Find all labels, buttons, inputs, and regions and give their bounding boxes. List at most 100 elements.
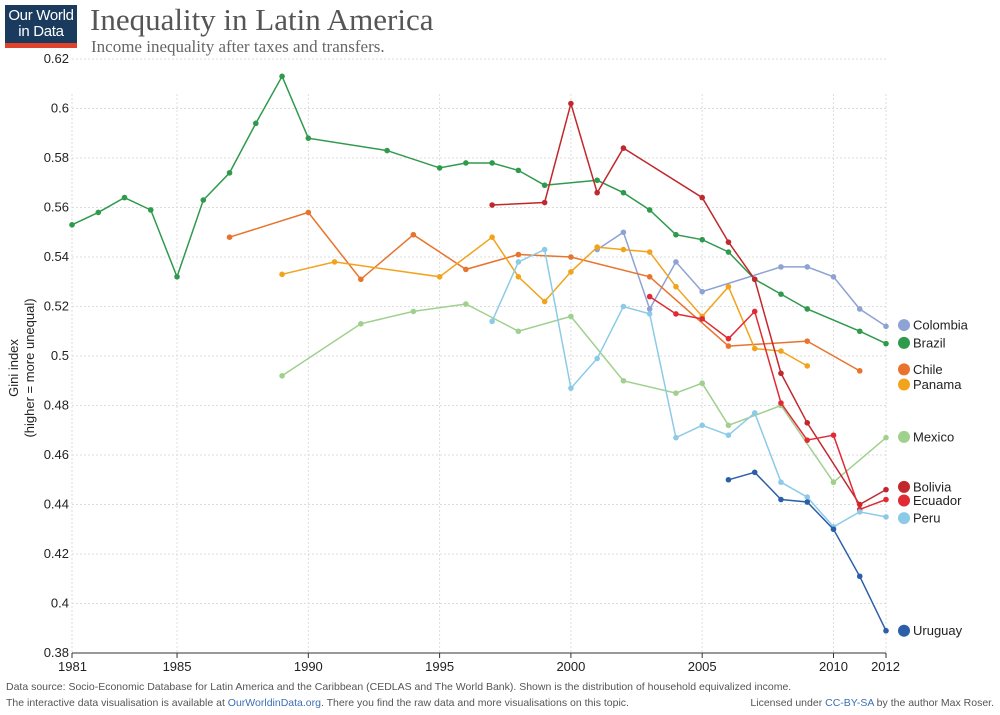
data-point xyxy=(646,293,653,300)
data-point xyxy=(331,259,338,265)
legend-swatch xyxy=(898,430,910,443)
series-line xyxy=(71,74,887,345)
data-point xyxy=(305,209,312,216)
data-point xyxy=(620,189,627,196)
data-point xyxy=(804,437,811,443)
series-uruguay xyxy=(725,469,889,634)
axes: 0.38 0.4 0.42 0.44 0.46 0.48 0.5 0.52 0.54 0.56 0.… xyxy=(44,51,900,674)
legend-swatch xyxy=(898,378,910,391)
data-point xyxy=(646,306,653,312)
data-point xyxy=(463,160,469,166)
data-point xyxy=(646,311,653,317)
series-colombia xyxy=(594,229,889,330)
data-point xyxy=(804,499,811,505)
data-point xyxy=(541,182,548,189)
data-point xyxy=(856,573,863,580)
chart-area: 0.38 0.4 0.42 0.44 0.46 0.48 0.5 0.52 0.54 0.56 0.… xyxy=(6,51,969,674)
legend-swatch xyxy=(898,480,910,493)
x-tick-label: 1981 xyxy=(58,659,87,674)
data-point xyxy=(673,259,679,265)
legend-item-mexico: Mexico xyxy=(898,429,954,444)
data-point xyxy=(541,199,548,206)
data-point xyxy=(725,335,732,342)
data-point xyxy=(410,231,417,238)
data-point xyxy=(174,274,180,280)
data-point xyxy=(699,316,705,322)
data-point xyxy=(725,239,732,245)
data-point xyxy=(594,177,600,184)
data-point xyxy=(699,380,705,387)
series-mexico xyxy=(279,301,889,486)
x-tick-label: 2000 xyxy=(556,659,585,674)
data-point xyxy=(436,165,443,171)
data-point xyxy=(515,274,522,280)
data-point xyxy=(436,274,443,280)
owid-logo: Our World in Data xyxy=(5,5,77,48)
logo-line-2: in Data xyxy=(18,23,64,40)
data-point xyxy=(804,420,811,426)
data-point xyxy=(463,266,469,273)
footer-interactive-post: . There you find the raw data and more v… xyxy=(320,697,629,709)
data-point xyxy=(620,229,627,236)
y-axis-sublabel: (higher = more unequal) xyxy=(22,298,37,437)
legend-label: Peru xyxy=(913,511,940,526)
x-tick-label: 1995 xyxy=(425,659,454,674)
data-point xyxy=(883,323,889,330)
data-point xyxy=(384,147,390,154)
y-tick-label: 0.38 xyxy=(44,645,69,660)
y-tick-label: 0.56 xyxy=(44,200,69,215)
legend-swatch xyxy=(898,624,910,637)
data-point xyxy=(358,321,364,327)
data-point xyxy=(646,207,653,213)
legend-label: Ecuador xyxy=(913,493,962,508)
data-point xyxy=(541,298,548,305)
license-link[interactable]: CC-BY-SA xyxy=(825,697,874,709)
x-tick-label: 1985 xyxy=(163,659,192,674)
chart-title: Inequality in Latin America xyxy=(90,2,434,37)
data-point xyxy=(673,434,679,441)
y-tick-label: 0.48 xyxy=(44,398,69,413)
data-point xyxy=(883,434,889,441)
data-point xyxy=(725,422,732,429)
data-point xyxy=(279,373,285,379)
legend-item-uruguay: Uruguay xyxy=(898,623,963,638)
footer-license: Licensed under CC-BY-SA by the author Ma… xyxy=(750,697,994,709)
data-point xyxy=(751,469,758,476)
legend-item-chile: Chile xyxy=(898,362,943,377)
data-point xyxy=(594,244,600,250)
legend-item-colombia: Colombia xyxy=(898,318,969,333)
data-point xyxy=(804,264,811,270)
data-point xyxy=(856,368,863,374)
chart-subtitle: Income inequality after taxes and transf… xyxy=(91,37,385,56)
data-point xyxy=(699,194,705,201)
series-bolivia xyxy=(489,100,889,508)
y-tick-label: 0.42 xyxy=(44,546,69,561)
data-point xyxy=(751,308,758,315)
data-point xyxy=(725,476,732,483)
data-point xyxy=(778,400,784,406)
data-point xyxy=(200,197,207,203)
data-point xyxy=(515,328,522,335)
y-tick-label: 0.52 xyxy=(44,299,69,314)
data-point xyxy=(830,274,837,280)
data-point xyxy=(804,363,811,369)
data-point xyxy=(489,234,495,240)
footer-interactive: The interactive data visualisation is av… xyxy=(6,697,629,709)
owid-link[interactable]: OurWorldinData.org xyxy=(227,697,321,709)
y-tick-label: 0.6 xyxy=(51,101,69,116)
x-tick-label: 2005 xyxy=(688,659,717,674)
data-point xyxy=(699,422,705,429)
series-line xyxy=(491,248,887,528)
data-point xyxy=(594,189,600,196)
data-point xyxy=(804,494,811,500)
data-point xyxy=(226,234,233,240)
data-point xyxy=(778,264,784,270)
data-point xyxy=(830,479,837,486)
y-tick-label: 0.46 xyxy=(44,447,69,462)
data-point xyxy=(751,276,758,283)
data-point xyxy=(620,303,627,310)
footer-license-pre: Licensed under xyxy=(750,697,826,709)
x-tick-label: 2010 xyxy=(819,659,848,674)
data-point xyxy=(883,486,889,493)
